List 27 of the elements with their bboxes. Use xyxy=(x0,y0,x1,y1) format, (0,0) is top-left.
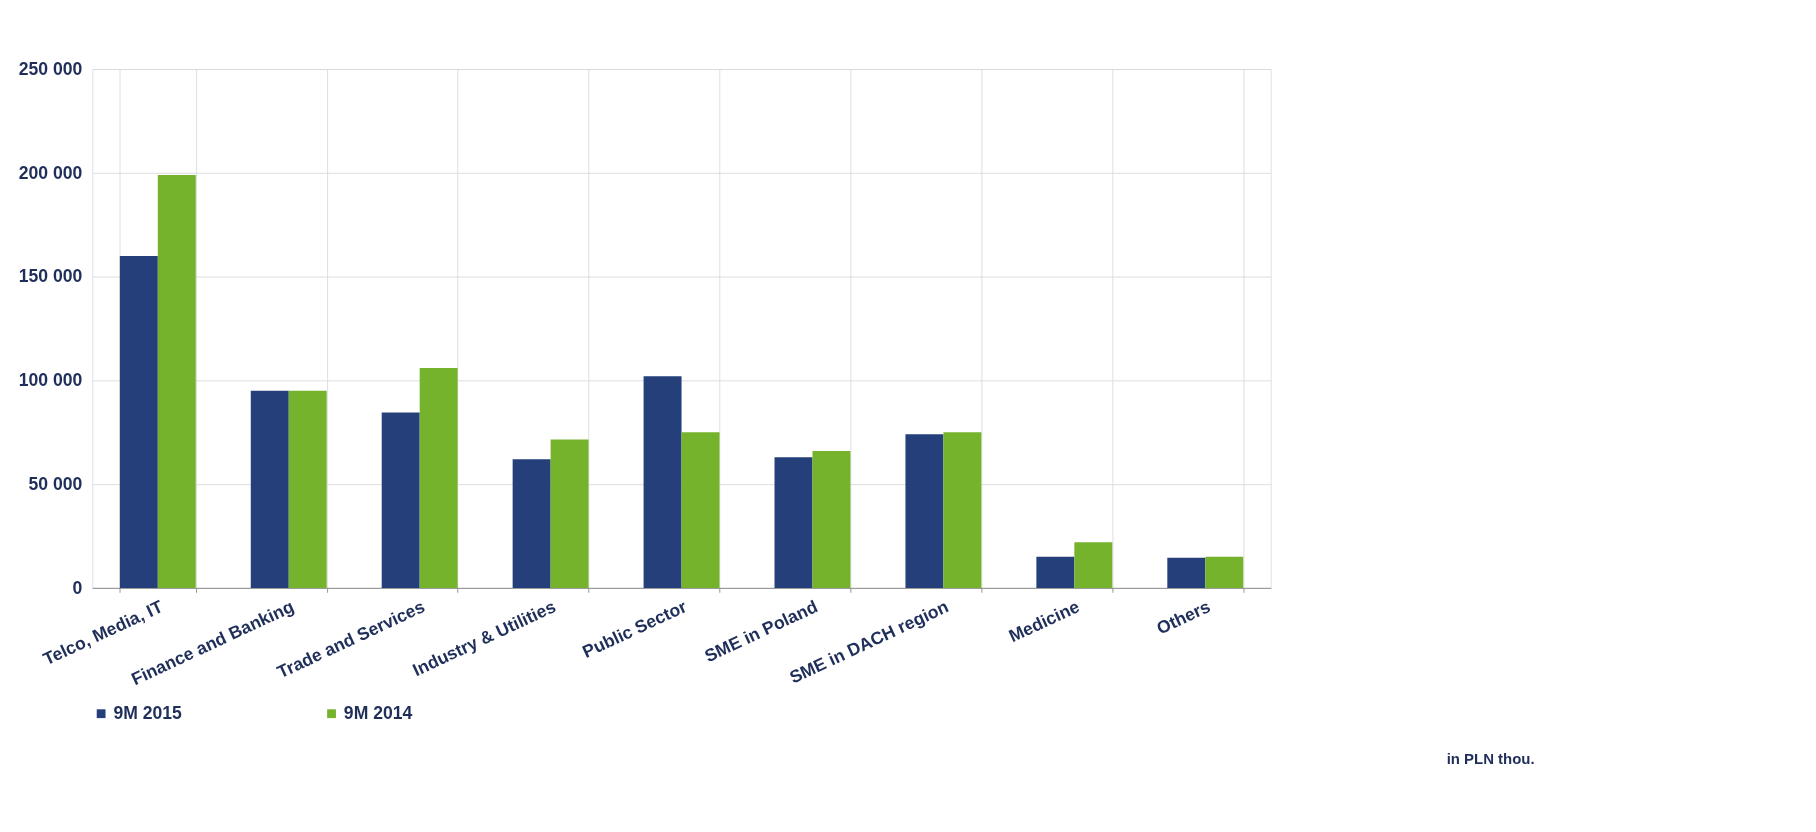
bar xyxy=(119,255,158,588)
legend-label: 9M 2014 xyxy=(343,702,413,723)
bar xyxy=(905,434,944,588)
y-tick-label: 0 xyxy=(72,577,83,598)
bar xyxy=(1205,556,1244,588)
y-tick-label: 250 000 xyxy=(18,58,83,79)
bar xyxy=(381,412,420,588)
text: in PLN thou. xyxy=(1446,749,1535,767)
bar xyxy=(1167,557,1206,588)
bar xyxy=(943,432,982,588)
bar xyxy=(250,390,289,588)
bar xyxy=(419,367,458,588)
bar xyxy=(550,439,589,588)
bar xyxy=(1074,542,1113,588)
y-tick-label: 200 000 xyxy=(18,162,83,183)
y-tick-label: 150 000 xyxy=(18,266,83,287)
legend-label: 9M 2015 xyxy=(113,702,183,723)
bar xyxy=(774,457,813,588)
bar xyxy=(512,459,551,588)
y-tick-label: 100 000 xyxy=(18,370,83,391)
bar xyxy=(643,376,682,588)
bar xyxy=(1036,556,1075,588)
bar xyxy=(681,432,720,588)
bar xyxy=(812,450,851,588)
bar xyxy=(157,174,196,588)
bar xyxy=(288,390,327,588)
y-tick-label: 50 000 xyxy=(28,473,83,494)
